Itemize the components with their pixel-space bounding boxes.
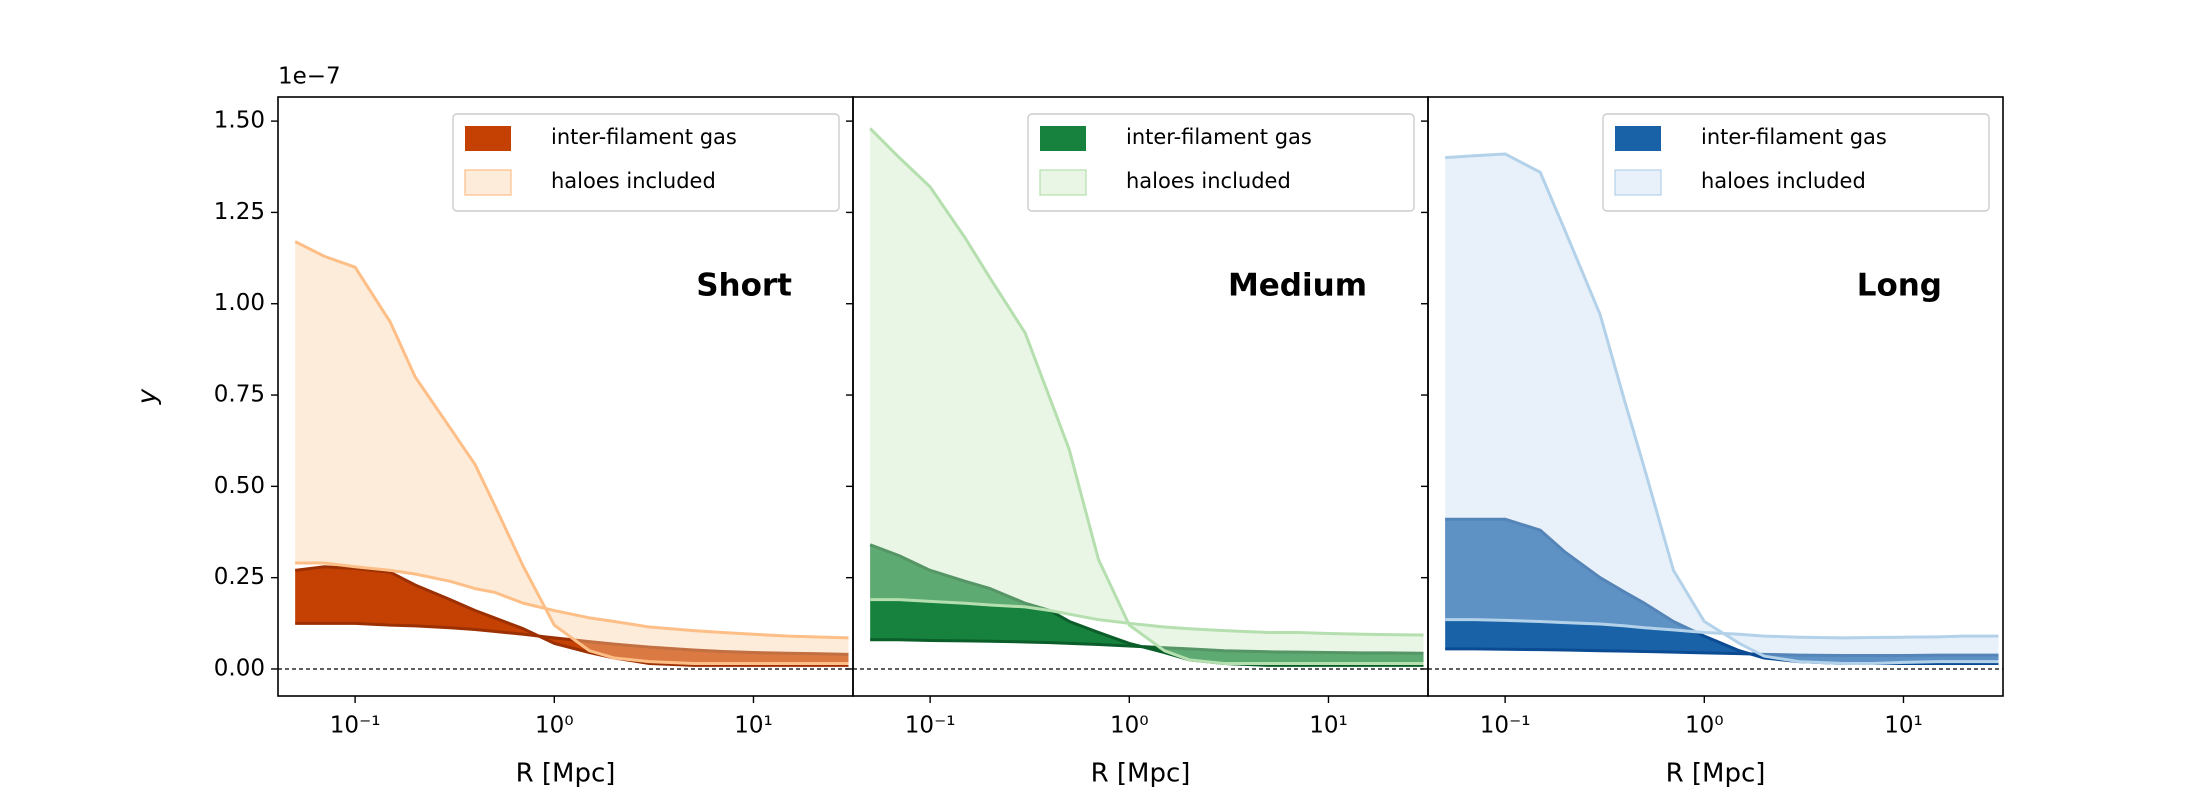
axes-frame	[1427, 96, 2004, 697]
legend-box	[1027, 113, 1415, 212]
band-upper-line	[869, 543, 1424, 667]
x-tick-label: 10⁻¹	[330, 713, 381, 739]
x-tick-label: 10¹	[1309, 713, 1348, 739]
legend-swatch	[1614, 169, 1662, 196]
band-fill	[870, 128, 1424, 664]
legend-box	[1602, 113, 1990, 212]
band-fill	[1445, 153, 1999, 664]
legend-swatch	[1040, 126, 1086, 151]
band-lower-line	[295, 561, 849, 640]
plot-area	[278, 240, 853, 670]
y-tick-label: 0.50	[214, 473, 265, 499]
legend-swatch	[464, 169, 512, 196]
legend-label: inter-filament gas	[1126, 125, 1312, 149]
panel-title: Long	[1857, 268, 1942, 304]
legend-swatch	[1039, 169, 1087, 196]
y-tick-label: 1.00	[214, 290, 265, 316]
panel: 10⁻¹ 10⁰ 10¹ R [Mpc] Long inter-filament gas h…	[1421, 96, 2004, 789]
y-tick-label: 1.25	[214, 199, 265, 225]
x-tick-label: 10⁻¹	[905, 713, 956, 739]
legend-label: haloes included	[551, 169, 716, 193]
x-axis-label: R [Mpc]	[1666, 759, 1766, 789]
legend-label: inter-filament gas	[1701, 125, 1887, 149]
band-fill	[295, 241, 849, 664]
plot-area	[853, 127, 1428, 670]
band-lower-line	[1445, 618, 1999, 640]
x-axis-label: R [Mpc]	[1091, 759, 1191, 789]
panel-title: Short	[696, 268, 792, 304]
band-fill	[1445, 519, 1999, 664]
panel-title: Medium	[1228, 268, 1367, 304]
x-tick-label: 10⁰	[1685, 713, 1724, 739]
band-upper-line	[294, 240, 849, 665]
y-tick-label: 0.00	[214, 655, 265, 681]
legend-swatch	[465, 126, 511, 151]
legend-label: inter-filament gas	[551, 125, 737, 149]
band-lower-line	[1445, 647, 1999, 657]
band-fill	[295, 566, 849, 666]
panel: 10⁻¹ 10⁰ 10¹ R [Mpc] Medium inter-filament ga…	[846, 96, 1429, 789]
x-axis-label: R [Mpc]	[516, 759, 616, 789]
band-upper-line	[869, 127, 1424, 665]
y-tick-label: 0.75	[214, 382, 265, 408]
legend-label: haloes included	[1701, 169, 1866, 193]
legend-box	[452, 113, 840, 212]
x-tick-label: 10⁰	[1110, 713, 1149, 739]
band-lower-line	[870, 638, 1424, 655]
band-upper-line	[294, 565, 849, 667]
x-tick-label: 10⁰	[535, 713, 574, 739]
y-tick-label: 0.25	[214, 564, 265, 590]
legend-label: haloes included	[1126, 169, 1291, 193]
y-axis-label: y	[133, 388, 163, 405]
plot-area	[1428, 152, 2003, 670]
y-tick-label: 1.50	[214, 108, 265, 134]
x-tick-label: 10¹	[734, 713, 773, 739]
x-tick-label: 10¹	[1884, 713, 1923, 739]
panel: 0.00 0.25 0.50 0.75 1.00 1.25 1.50 10⁻¹ 10⁰ 10¹ R …	[133, 64, 854, 789]
x-tick-label: 10⁻¹	[1480, 713, 1531, 739]
band-fill	[870, 544, 1424, 666]
offset-label: 1e−7	[278, 64, 341, 90]
band-lower-line	[295, 621, 849, 656]
band-lower-line	[870, 598, 1424, 637]
legend-swatch	[1615, 126, 1661, 151]
band-upper-line	[1445, 152, 1999, 665]
